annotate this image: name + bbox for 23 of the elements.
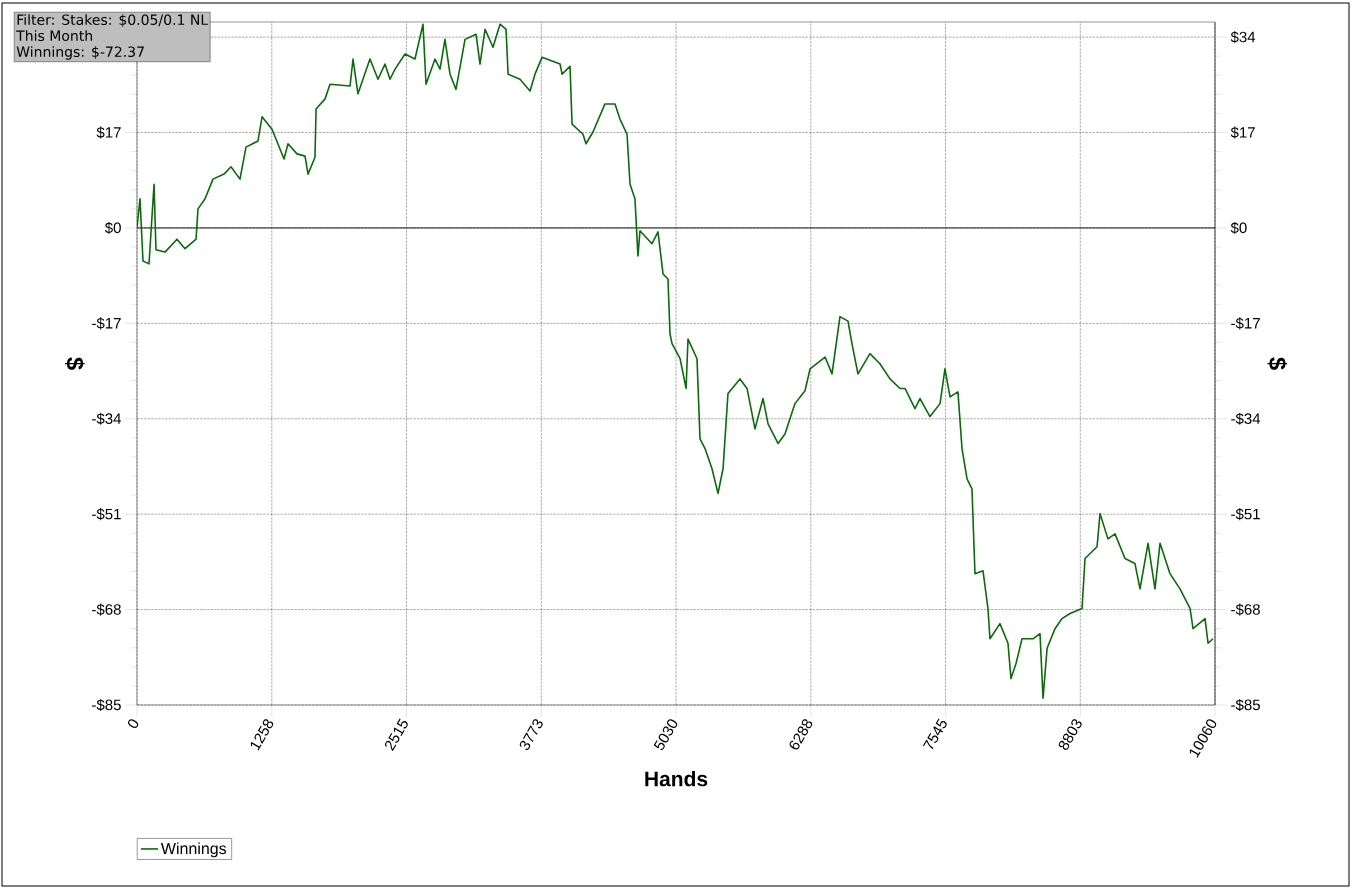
y2-tick-label: -$68	[1231, 603, 1260, 616]
y2-tick-label: -$51	[1231, 508, 1260, 521]
text: This Month	[16, 30, 92, 42]
y-tick-label: -$34	[92, 412, 122, 425]
y-tick-label: -$17	[92, 317, 121, 330]
legend-label: Winnings	[160, 842, 227, 858]
y2-tick-label: $0	[1230, 221, 1247, 235]
x-axis-title: Hands	[645, 770, 708, 787]
y2-tick-label: -$85	[1231, 698, 1260, 712]
y2-tick-label: $34	[1230, 31, 1256, 44]
annotation: Winnings: $-72.37	[16, 46, 144, 60]
y-tick-label: -$68	[92, 603, 121, 616]
y-axis-title: $	[64, 357, 85, 370]
annotation: Filter: Stakes: $0.05/0.1 NL	[17, 14, 209, 27]
x-tick-label: 0	[128, 719, 139, 728]
y-tick-label: $17	[96, 126, 121, 139]
y-tick-label: -$51	[92, 508, 121, 521]
y2-tick-label: -$17	[1231, 317, 1260, 330]
y-tick-label: -$85	[92, 698, 121, 712]
y2-tick-label: $17	[1230, 126, 1255, 139]
y2-tick-label: -$34	[1231, 412, 1261, 425]
y-tick-label: $0	[104, 221, 121, 235]
y2-axis-title: $	[1267, 357, 1288, 370]
